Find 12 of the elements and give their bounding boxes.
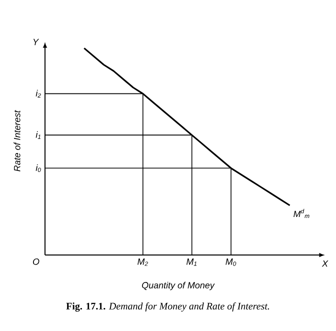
text: Y [33, 38, 40, 46]
x-axis-title: Quantity of Money [142, 282, 215, 290]
text: Fig. 17.1. Demand for Money and Rate of Interest. [66, 302, 270, 312]
x-tick-label: M$_{0}$ [226, 258, 236, 266]
y-axis-title: Rate of Interest [14, 110, 20, 172]
text: i$_{2}$ [36, 90, 41, 98]
text: X [322, 260, 328, 267]
text: i$_{0}$ [36, 164, 41, 172]
x-tick-label: M$_{1}$ [186, 258, 197, 266]
text: i$_{1}$ [36, 131, 40, 139]
text: O [33, 258, 40, 265]
x-tick-label: M$_{2}$ [138, 258, 148, 266]
